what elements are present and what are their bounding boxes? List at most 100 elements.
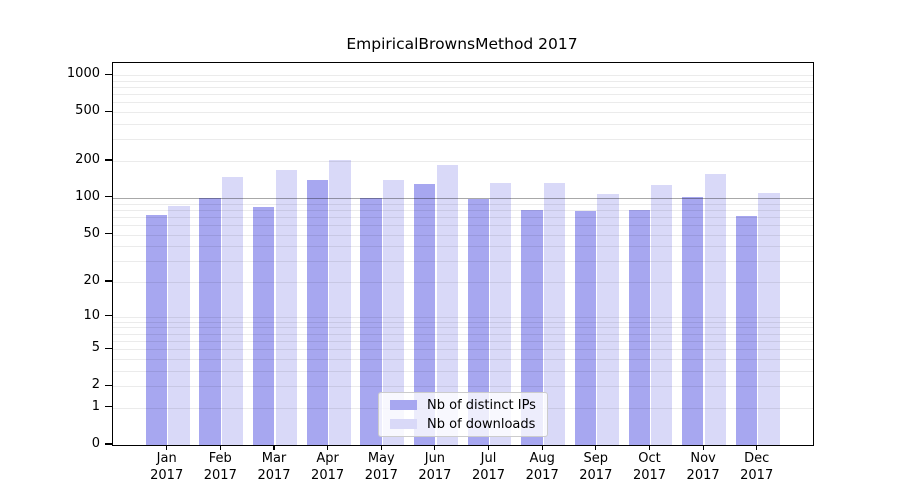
gridline-7 — [113, 333, 813, 335]
x-tick-feb — [219, 445, 221, 450]
bar-aug-downloads — [543, 182, 566, 445]
x-tick-sep — [595, 445, 597, 450]
gridline-500 — [113, 112, 813, 114]
gridline-70 — [113, 216, 813, 218]
gridline-30 — [113, 261, 813, 263]
gridline-200 — [113, 161, 813, 162]
x-tick-label-sep: Sep 2017 — [579, 451, 613, 483]
bar-apr-distinct-ips — [306, 180, 328, 445]
gridline-900 — [113, 80, 813, 82]
x-tick-dec — [756, 445, 758, 450]
x-tick-label-apr: Apr 2017 — [311, 451, 345, 483]
x-tick-aug — [541, 445, 543, 450]
bar-may-distinct-ips — [360, 197, 382, 445]
bar-jul-downloads — [490, 182, 512, 445]
gridline-700 — [113, 94, 813, 96]
y-tick-label-2: 2 — [91, 377, 100, 393]
x-tick-label-oct: Oct 2017 — [632, 451, 667, 483]
y-tick-1 — [105, 406, 112, 408]
y-tick-label-10: 10 — [83, 307, 100, 323]
y-tick-label-1: 1 — [91, 398, 100, 414]
plot-area — [112, 62, 814, 446]
bar-jun-distinct-ips — [413, 184, 436, 445]
x-tick-label-jun: Jun 2017 — [418, 451, 452, 483]
y-tick-label-500: 500 — [75, 103, 100, 119]
gridline-20 — [113, 282, 813, 283]
gridline-80 — [113, 209, 813, 211]
bar-nov-downloads — [704, 173, 727, 445]
gridline-5 — [113, 349, 813, 351]
y-tick-100 — [105, 196, 112, 198]
x-tick-jul — [487, 445, 490, 450]
gridline-90 — [113, 203, 813, 205]
x-tick-label-mar: Mar 2017 — [257, 451, 291, 483]
legend-swatch-distinct-ips-icon — [390, 400, 417, 410]
x-tick-nov — [702, 445, 704, 450]
y-tick-1000 — [105, 73, 112, 75]
ref-line-100 — [113, 197, 813, 200]
y-tick-label-50: 50 — [83, 225, 100, 241]
bar-may-downloads — [382, 180, 405, 445]
x-tick-label-jul: Jul 2017 — [471, 451, 506, 483]
bar-feb-distinct-ips — [199, 197, 221, 445]
bar-nov-distinct-ips — [682, 196, 704, 445]
bar-feb-downloads — [221, 177, 244, 445]
x-tick-label-jan: Jan 2017 — [150, 451, 184, 483]
x-tick-label-nov: Nov 2017 — [686, 451, 720, 483]
bar-mar-downloads — [275, 170, 297, 445]
x-tick-mar — [273, 445, 275, 450]
gridline-400 — [113, 124, 813, 125]
legend-swatch-downloads-icon — [390, 419, 417, 429]
y-tick-20 — [105, 280, 112, 282]
y-tick-label-100: 100 — [75, 188, 100, 204]
bar-dec-distinct-ips — [735, 216, 758, 445]
x-tick-label-may: May 2017 — [364, 451, 398, 483]
y-tick-label-1000: 1000 — [66, 66, 100, 82]
legend-item-downloads: Nb of downloads — [387, 417, 539, 432]
x-tick-label-feb: Feb 2017 — [203, 451, 237, 483]
y-tick-2 — [105, 384, 112, 386]
bar-jun-downloads — [436, 164, 458, 445]
y-tick-label-0: 0 — [91, 436, 100, 451]
gridline-60 — [113, 224, 813, 226]
x-tick-apr — [327, 445, 329, 450]
gridline-8 — [113, 327, 813, 329]
y-tick-5 — [105, 347, 112, 349]
gridline-40 — [113, 246, 813, 248]
gridline-4 — [113, 358, 813, 360]
bar-mar-distinct-ips — [253, 207, 275, 445]
y-tick-0 — [105, 443, 112, 445]
bar-jan-downloads — [168, 205, 190, 445]
x-tick-jan — [166, 445, 168, 450]
y-tick-label-5: 5 — [91, 340, 100, 356]
y-tick-50 — [105, 232, 112, 235]
y-tick-200 — [105, 159, 112, 161]
y-tick-500 — [105, 110, 112, 112]
gridline-6 — [113, 340, 813, 342]
gridline-10 — [113, 316, 813, 318]
bar-jul-distinct-ips — [467, 199, 489, 445]
x-tick-oct — [648, 445, 651, 450]
y-tick-label-20: 20 — [83, 273, 100, 288]
gridline-600 — [113, 102, 813, 104]
y-tick-label-200: 200 — [75, 152, 100, 167]
x-tick-label-dec: Dec 2017 — [740, 451, 774, 483]
gridline-2 — [113, 386, 813, 388]
gridline-300 — [113, 139, 813, 141]
x-tick-may — [380, 445, 382, 450]
bar-dec-downloads — [758, 193, 780, 445]
legend-label-distinct-ips: Nb of distinct IPs — [427, 397, 536, 413]
bar-jan-distinct-ips — [145, 215, 168, 445]
gridline-1000 — [113, 75, 813, 77]
chart-title: EmpiricalBrownsMethod 2017 — [346, 35, 578, 53]
gridline-9 — [113, 321, 813, 323]
legend-label-downloads: Nb of downloads — [427, 416, 536, 432]
gridline-800 — [113, 87, 813, 88]
bar-oct-distinct-ips — [628, 209, 650, 445]
legend-item-distinct-ips: Nb of distinct IPs — [387, 398, 539, 413]
gridline-3 — [113, 370, 813, 372]
gridline-50 — [113, 234, 813, 236]
bar-oct-downloads — [651, 184, 673, 445]
y-tick-10 — [105, 315, 112, 317]
